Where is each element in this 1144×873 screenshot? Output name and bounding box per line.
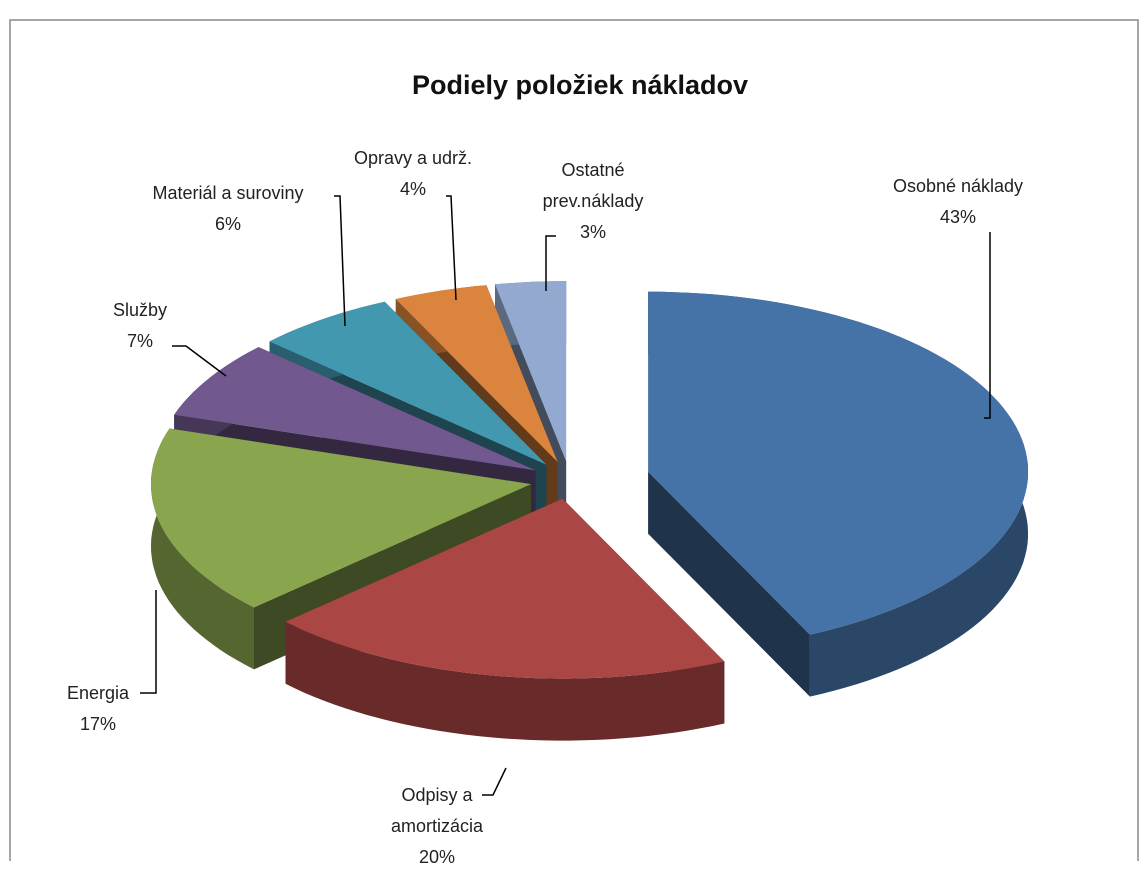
slice-top (174, 347, 536, 471)
data-label-value: 43% (939, 207, 977, 227)
slice (285, 498, 725, 741)
slice (648, 291, 1028, 697)
data-label: Osobné náklady 43% (858, 171, 1058, 233)
leader-line (482, 767, 507, 796)
data-label-name: Energia (66, 683, 130, 703)
data-label: Služby 7% (90, 295, 190, 357)
slice-top (495, 281, 567, 462)
leader-lines (140, 195, 991, 796)
data-label-name: Služby (112, 300, 168, 320)
data-label-name: Odpisy a amortizácia (390, 785, 484, 836)
chart-title: Podiely položiek nákladov (411, 70, 749, 100)
data-label-name: Osobné náklady (892, 176, 1024, 196)
data-label: Energia 17% (38, 678, 158, 740)
data-label: Materiál a suroviny 6% (118, 178, 338, 240)
data-label-name: Ostatné prev.náklady (542, 160, 644, 211)
leader-line (545, 235, 556, 291)
slice-top (395, 285, 558, 462)
data-label-value: 6% (214, 214, 241, 234)
pie (151, 281, 1028, 741)
data-label-value: 4% (399, 179, 426, 199)
leader-line (984, 232, 991, 419)
slice-side (285, 621, 725, 741)
leader-line (446, 195, 457, 301)
data-label-name: Materiál a suroviny (152, 183, 304, 203)
slice-top (285, 498, 725, 679)
slice-top (269, 301, 547, 465)
leader-line (172, 345, 227, 377)
data-label: Odpisy a amortizácia 20% (372, 780, 502, 873)
data-label: Opravy a udrž. 4% (333, 143, 493, 205)
chart-border (9, 19, 1139, 861)
data-label-value: 7% (126, 331, 153, 351)
data-label-value: 20% (418, 847, 456, 867)
data-label: Ostatné prev.náklady 3% (528, 155, 658, 248)
data-label-value: 3% (579, 222, 606, 242)
data-label-value: 17% (79, 714, 117, 734)
slice-side (151, 428, 254, 670)
leader-line (334, 195, 346, 327)
slice-cut-face (648, 471, 810, 697)
slice-top (151, 428, 531, 608)
leader-line (140, 590, 157, 694)
slice-top (648, 291, 1028, 635)
data-label-name: Opravy a udrž. (353, 148, 473, 168)
